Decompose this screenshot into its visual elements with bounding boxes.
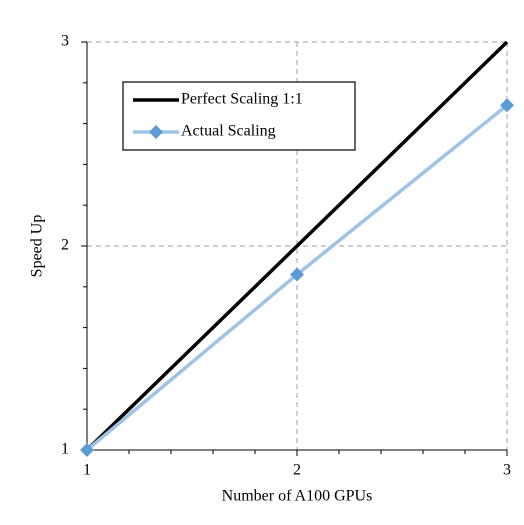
marker	[500, 98, 514, 113]
y-tick-label: 3	[61, 33, 69, 50]
legend-box	[122, 81, 356, 151]
x-tick-label: 1	[83, 462, 91, 479]
legend-label: Actual Scaling	[181, 123, 276, 140]
legend-marker	[149, 125, 163, 139]
x-tick-label: 3	[503, 462, 511, 479]
y-tick-label: 1	[61, 441, 69, 458]
x-axis-label: Number of A100 GPUs	[222, 488, 373, 505]
y-axis-label: Speed Up	[29, 215, 46, 278]
legend-label: Perfect Scaling 1:1	[181, 91, 303, 108]
series-line	[85, 40, 509, 452]
y-tick-label: 2	[61, 237, 69, 254]
x-tick-label: 2	[293, 462, 301, 479]
marker	[290, 267, 304, 282]
marker	[80, 443, 94, 457]
